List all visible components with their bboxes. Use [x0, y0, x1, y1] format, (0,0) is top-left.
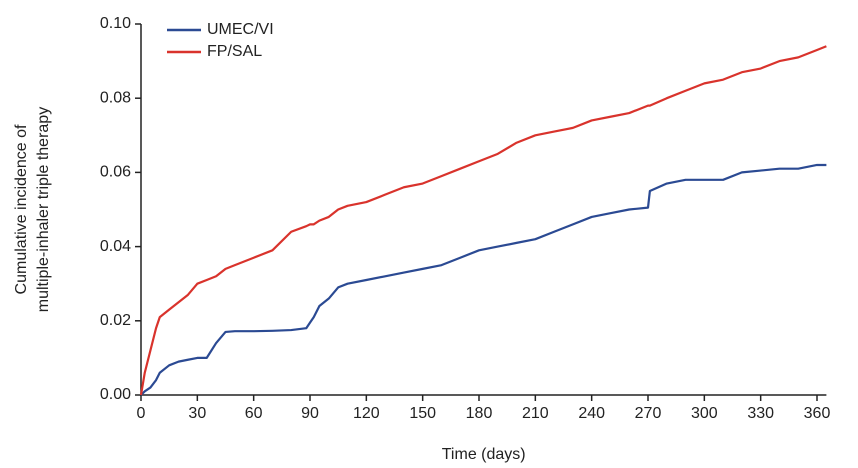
x-tick-label: 180	[466, 405, 493, 422]
x-tick-label: 120	[353, 405, 380, 422]
x-tick-label: 150	[409, 405, 436, 422]
y-axis-label: multiple-inhaler triple therapy	[35, 107, 52, 312]
y-axis-label: Cumulative incidence of	[13, 124, 30, 294]
y-tick-label: 0.00	[100, 386, 131, 403]
x-tick-label: 330	[747, 405, 774, 422]
series-line	[139, 45, 827, 396]
series-line	[140, 163, 827, 396]
x-tick-label: 90	[301, 405, 319, 422]
x-tick-label: 30	[188, 405, 206, 422]
y-tick-label: 0.02	[100, 312, 131, 329]
legend-label: FP/SAL	[207, 43, 262, 60]
y-tick-label: 0.04	[100, 238, 131, 255]
x-tick-label: 0	[137, 405, 146, 422]
x-tick-label: 270	[635, 405, 662, 422]
x-tick-label: 210	[522, 405, 549, 422]
y-tick-label: 0.10	[100, 15, 131, 32]
legend-label: UMEC/VI	[207, 21, 274, 38]
x-tick-label: 240	[578, 405, 605, 422]
x-tick-label: 60	[245, 405, 263, 422]
y-tick-label: 0.08	[100, 89, 131, 106]
x-tick-label: 300	[691, 405, 718, 422]
y-tick-label: 0.06	[100, 164, 131, 181]
x-tick-label: 360	[804, 405, 831, 422]
x-axis-label: Time (days)	[442, 446, 526, 463]
